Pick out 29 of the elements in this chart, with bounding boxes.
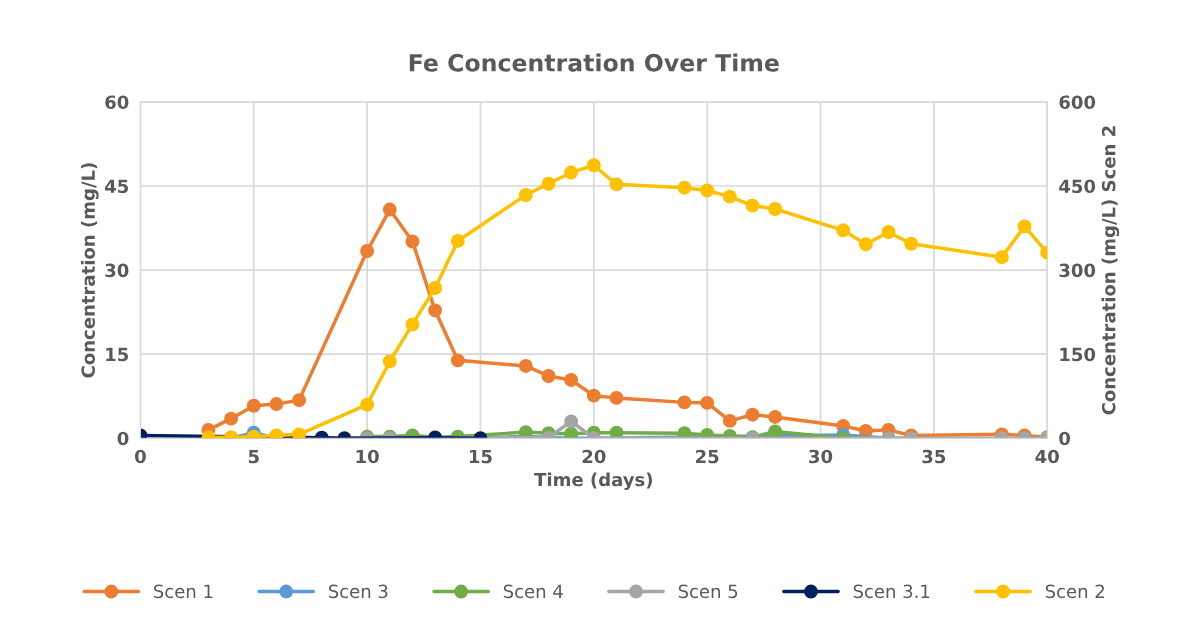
legend-label: Scen 3.1 <box>853 584 930 599</box>
x-tick-label: 25 <box>696 449 719 464</box>
legend-label: Scen 5 <box>678 584 738 599</box>
y2-axis-title: Concentration (mg/L) Scen 2 <box>1101 126 1120 415</box>
y2-tick-label: 150 <box>1060 347 1096 362</box>
legend-label: Scen 4 <box>503 584 563 599</box>
legend-label: Scen 3 <box>328 584 388 599</box>
x-tick-label: 20 <box>582 449 606 464</box>
y2-tick-label: 0 <box>1059 431 1071 446</box>
x-tick-label: 40 <box>1035 449 1059 464</box>
y2-tick-label: 300 <box>1059 263 1096 278</box>
y2-tick-label: 600 <box>1059 95 1096 110</box>
y-axis-title: Concentration (mg/L) <box>81 163 99 378</box>
chart-title: Fe Concentration Over Time <box>409 53 779 72</box>
y2-tick-label: 450 <box>1059 179 1096 194</box>
legend-label: Scen 1 <box>154 584 213 599</box>
legend-label: Scen 2 <box>1045 584 1104 599</box>
y-tick-label: 0 <box>117 431 129 446</box>
x-axis-title: Time (days) <box>534 472 652 491</box>
x-tick-label: 35 <box>922 449 946 464</box>
x-tick-label: 0 <box>135 449 146 464</box>
y-tick-label: 45 <box>105 179 129 194</box>
x-tick-label: 15 <box>469 449 492 464</box>
x-tick-label: 10 <box>356 449 379 464</box>
y-tick-label: 30 <box>105 263 129 278</box>
x-tick-label: 30 <box>809 449 833 464</box>
x-tick-label: 5 <box>248 449 259 464</box>
y-tick-label: 15 <box>106 347 129 362</box>
y-tick-label: 60 <box>105 95 129 110</box>
